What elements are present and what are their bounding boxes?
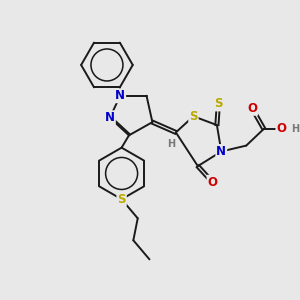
Text: N: N [105,111,115,124]
Text: S: S [214,98,223,110]
Text: O: O [208,176,218,189]
Text: N: N [216,145,226,158]
Text: O: O [247,102,257,115]
Text: H: H [167,139,175,148]
Text: O: O [276,122,286,135]
Text: S: S [117,193,126,206]
Text: H: H [291,124,299,134]
Text: S: S [189,110,198,123]
Text: N: N [115,89,125,102]
